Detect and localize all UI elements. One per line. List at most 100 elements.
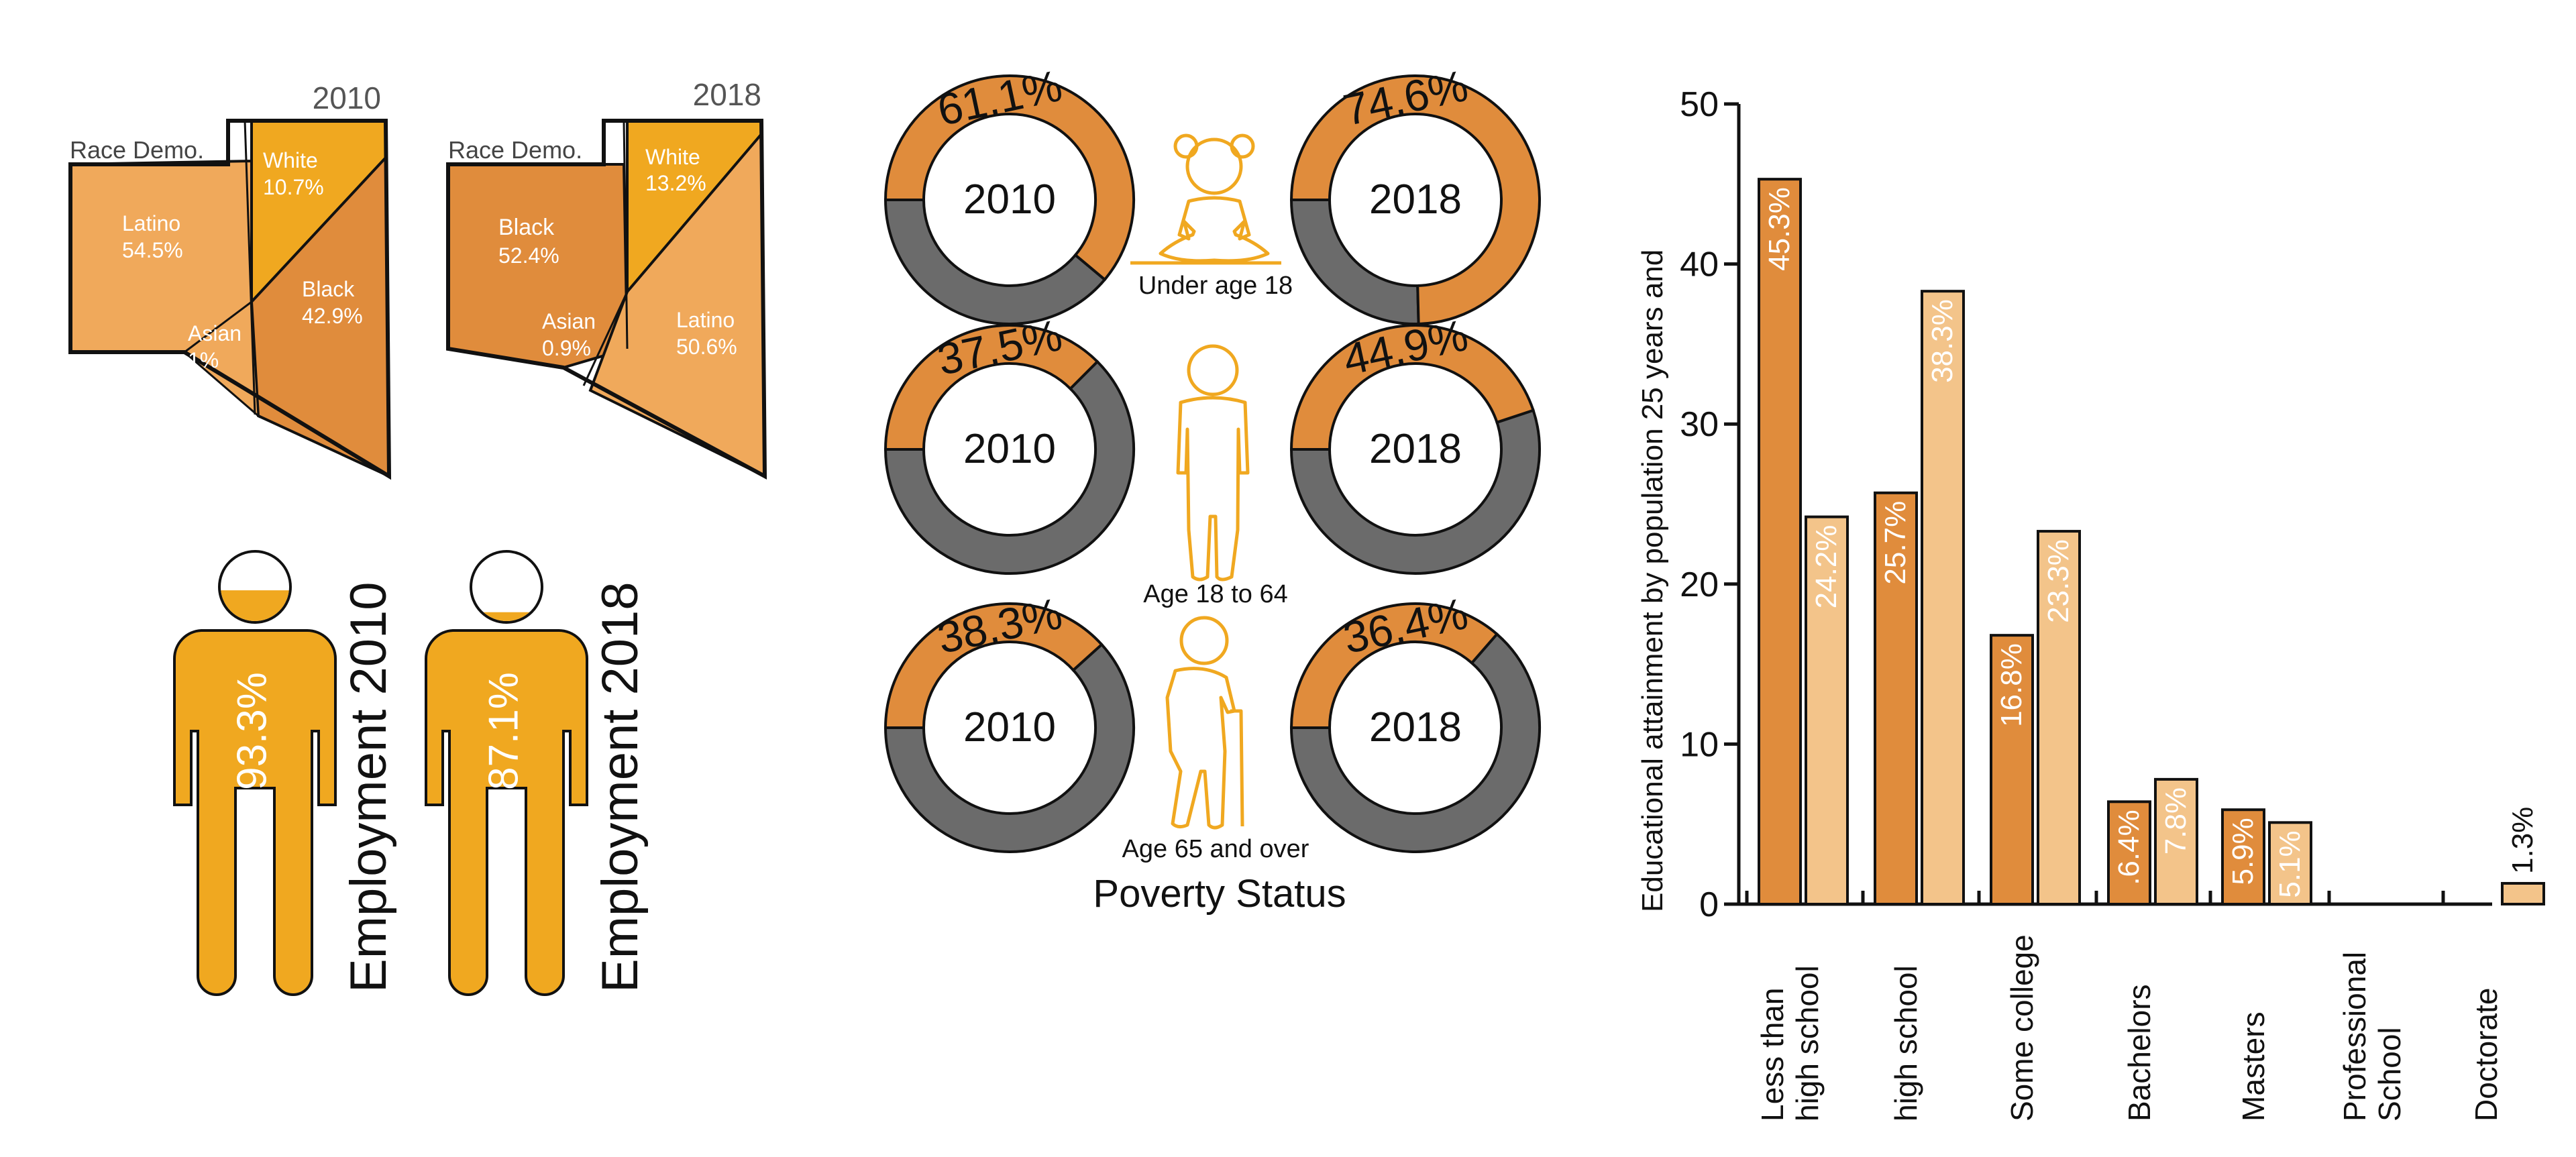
employment-value: 87.1% [480,672,527,790]
donut-poverty-segment [883,74,1135,282]
employment-head-fill [221,590,289,621]
category-label: high school [1888,965,1923,1121]
poverty-donut: 2018 36.4% [1289,588,1541,853]
donut-poverty-segment [1289,324,1536,451]
donut-rest-segment [1289,408,1541,575]
donut-poverty-segment [1289,602,1499,729]
map-outline-2018 [446,119,767,480]
poverty-title: Poverty Status [1093,872,1346,916]
y-tick-label: 30 [1680,405,1719,444]
donut-year: 2010 [963,176,1056,223]
region-value: 10.7% [263,175,324,199]
race-map-2010: 2010 Race Demo. Latino 54.5% White 10.7%… [68,80,392,480]
bar-data-label: 38.3% [1926,299,1959,383]
donut-rest-segment [883,199,1107,325]
bar [2107,800,2151,906]
bar-data-label: 24.2% [1810,525,1843,609]
donut-rest-segment [1289,632,1541,853]
poverty-group-label: Age 65 and over [1122,835,1309,863]
donut-year: 2010 [963,704,1056,751]
education-bar-chart: Educational attainment by population 25 … [1636,85,2545,1121]
region-label: White [263,148,318,172]
bar [2221,808,2265,905]
employment-title: Employment 2010 [340,582,397,993]
donut-rest-segment [883,643,1135,853]
category-label: Masters [2236,1011,2271,1121]
category-label: high school [1790,965,1825,1121]
map-title: Race Demo. [70,136,204,164]
bar-data-label: 16.8% [1995,643,2028,727]
region-value: 50.6% [676,335,737,359]
y-tick-label: 10 [1680,725,1719,764]
region-label: Asian [542,309,596,333]
bar-data-label: 5.1% [2273,830,2306,897]
bar [2501,881,2545,906]
bar-data-label: 45.3% [1763,187,1796,271]
bar [1990,634,2034,905]
region-value: 0.9% [542,336,591,360]
child-sitting-icon [1130,133,1281,265]
category-label: Professional [2337,952,2372,1121]
person-body-icon [172,629,337,996]
category-label: School [2372,1027,2407,1121]
employment-2010: 93.3% Employment 2010 [172,550,397,996]
donut-poverty-segment [1289,74,1541,325]
bar-data-label: 25.7% [1879,501,1912,585]
y-tick-label: 50 [1680,85,1719,124]
bar [1758,178,1802,906]
region-value: 1% [188,348,219,372]
y-ticks: 0 10 20 30 40 50 [1680,85,1739,924]
bar [2268,821,2312,905]
donut-year: 2018 [1369,426,1462,472]
region-label: Latino [122,211,180,235]
y-axis-label: Educational attainment by population 25 … [1636,250,1669,912]
bar-data-label: 23.3% [2042,539,2075,623]
employment-2018: 87.1% Employment 2018 [424,550,649,996]
donut-year: 2018 [1369,704,1462,751]
bar-data-label: .6.4% [2112,810,2145,885]
map-title: Race Demo. [448,136,582,164]
category-label: Doctorate [2469,988,2504,1121]
region-label: Black [302,277,355,301]
donut-year: 2018 [1369,176,1462,223]
adult-standing-icon [1176,344,1250,582]
map-year: 2018 [693,77,761,112]
region-label: White [645,145,700,169]
bar [2154,777,2198,905]
category-label: Some college [2004,934,2039,1121]
region-value: 13.2% [645,171,706,195]
bar [1921,290,1965,905]
category-labels: Less than high school high school Some coll… [1745,891,2504,1121]
map-year: 2010 [313,80,381,115]
employment-title: Employment 2018 [592,582,649,993]
bar [1874,491,1918,905]
bar-data-label: 5.9% [2226,818,2259,885]
bar-data-label: 1.3% [2506,807,2539,874]
bar-data-label: 7.8% [2159,787,2192,855]
region-value: 54.5% [122,238,183,262]
employment-value: 93.3% [229,672,275,790]
region-value: 52.4% [498,243,559,268]
donut-rest-segment [1289,199,1420,325]
donut-pct-label: 36.4% [1339,588,1472,663]
donut-poverty-segment [883,324,1099,451]
race-map-2018: 2018 Race Demo. Black 52.4% White 13.2% … [446,77,767,480]
person-body-icon [424,629,588,996]
bar [1805,515,1849,905]
y-tick-label: 0 [1699,885,1719,924]
region-label: Latino [676,308,735,332]
bar [2037,530,2081,905]
donut-poverty-segment [883,602,1104,729]
map-outline-2010 [68,119,392,480]
poverty-group-label: Under age 18 [1138,272,1293,300]
y-tick-label: 20 [1680,565,1719,604]
category-label: Bachelors [2122,984,2157,1121]
region-label: Black [498,215,555,240]
employment-head [470,550,543,624]
